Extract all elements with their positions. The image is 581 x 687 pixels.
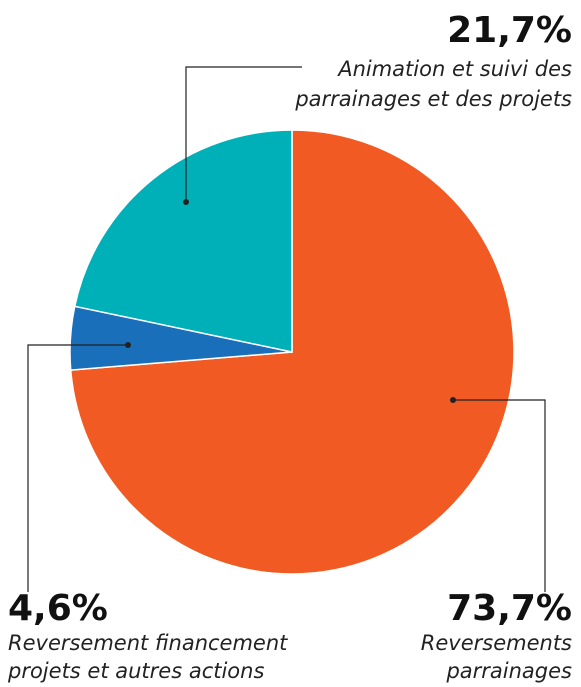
value-label: 21,7% — [447, 10, 572, 51]
leader-dot — [450, 397, 456, 403]
slice-label: projets et autres actions — [7, 659, 264, 683]
leader-line — [453, 399, 546, 592]
leader-dot — [183, 199, 189, 205]
slice-label: Animation et suivi des — [336, 57, 572, 81]
pie-slice — [73, 129, 293, 353]
slice-label: Reversement financement — [8, 631, 288, 655]
leader-dot — [125, 342, 131, 348]
slice-label: parrainages et des projets — [294, 87, 572, 111]
value-label: 4,6% — [8, 588, 108, 629]
leader-line — [185, 66, 302, 202]
leader-line — [27, 344, 128, 592]
value-label: 73,7% — [447, 588, 572, 629]
slice-label: parrainages — [445, 659, 572, 683]
slice-label: Reversements — [421, 631, 572, 655]
